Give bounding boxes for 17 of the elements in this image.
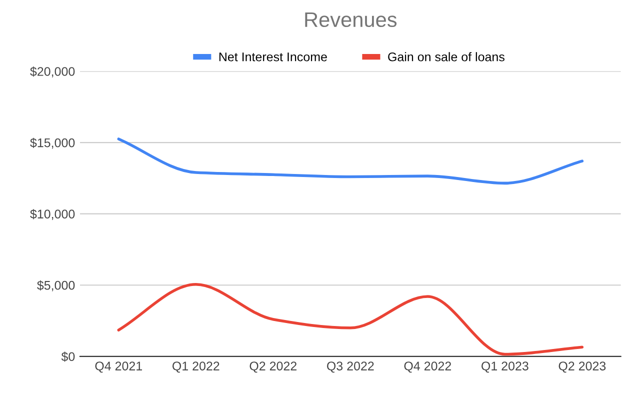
x-tick-label: Q2 2022	[250, 362, 296, 373]
x-tick-label: Q4 2021	[95, 362, 142, 373]
x-tick-label: Q1 2022	[172, 362, 220, 373]
x-tick-label: Q1 2023	[482, 362, 528, 373]
y-tick-label: $0	[61, 352, 75, 362]
y-tick-label: $20,000	[30, 66, 75, 78]
x-tick-label: Q2 2023	[558, 362, 606, 373]
legend-label: Net Interest Income	[219, 52, 327, 62]
y-tick-label: $5,000	[37, 280, 75, 292]
x-tick-label: Q4 2022	[404, 362, 452, 373]
legend-label: Gain on sale of loans	[388, 52, 504, 62]
y-tick-label: $15,000	[30, 138, 75, 149]
line-series	[117, 138, 584, 185]
line-series	[117, 283, 584, 356]
chart-title: Revenues	[305, 12, 397, 28]
x-tick-label: Q3 2022	[327, 362, 374, 373]
y-tick-label: $10,000	[30, 209, 75, 220]
